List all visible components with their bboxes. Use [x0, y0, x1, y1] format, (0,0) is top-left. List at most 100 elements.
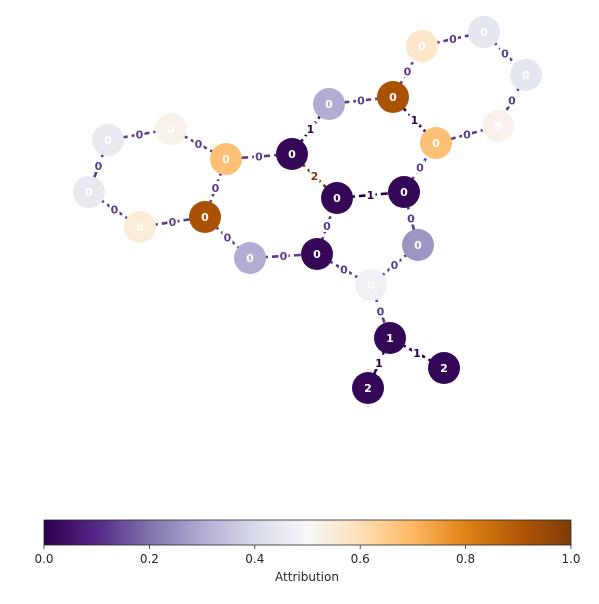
edge-label-background — [507, 93, 517, 107]
edge-label-background — [309, 169, 320, 182]
graph-node — [352, 372, 384, 404]
colorbar-tick-label: 1.0 — [561, 552, 580, 566]
node-label: 0 — [246, 252, 254, 265]
edge-label-background — [305, 122, 316, 135]
edge-label: 0 — [224, 232, 232, 245]
node-label: 0 — [288, 148, 296, 161]
node-label: 0 — [494, 120, 502, 133]
colorbar-axis-label: Attribution — [275, 570, 339, 584]
colorbar-tick-label: 0.6 — [351, 552, 370, 566]
node-label: 0 — [325, 98, 333, 111]
edge-label: 0 — [463, 129, 471, 142]
node-label: 0 — [480, 26, 488, 39]
edge-label-background — [412, 346, 422, 359]
graph-node — [124, 211, 156, 243]
colorbar-ticks: 0.0 0.2 0.4 0.6 0.8 1.0 — [34, 545, 581, 566]
graph-node — [374, 322, 406, 354]
node-label: 0 — [104, 134, 112, 147]
edge-label-background — [462, 127, 472, 141]
edge-label: 0 — [501, 48, 509, 61]
edge-label-background — [356, 93, 366, 107]
node-label: 0 — [367, 279, 375, 292]
edge-label: 1 — [367, 189, 375, 202]
edge-label-background — [448, 32, 458, 45]
colorbar-gradient — [43, 519, 572, 546]
edge-label-background — [339, 262, 349, 276]
graph-node — [402, 229, 434, 261]
edge-label: 0 — [212, 182, 220, 195]
graph-node — [92, 124, 124, 156]
graph-node — [388, 176, 420, 208]
edge-label: 0 — [508, 95, 516, 108]
edge-label: 0 — [377, 306, 385, 319]
edge-label: 0 — [407, 213, 415, 226]
edge-label-background — [93, 159, 104, 172]
node-label: 0 — [522, 69, 530, 82]
edge-label: 0 — [136, 129, 144, 142]
edge-label: 2 — [311, 170, 319, 183]
edge-label: 0 — [357, 95, 365, 108]
colorbar-tick-label: 0.4 — [245, 552, 264, 566]
node-label: 2 — [364, 382, 372, 395]
edge-label-background — [134, 127, 145, 141]
graph-edges — [87, 30, 528, 389]
edge-label: 0 — [404, 66, 412, 79]
edge-label: 0 — [255, 151, 263, 164]
graph-node — [155, 113, 187, 145]
node-label: 0 — [432, 137, 440, 150]
graph-node — [355, 269, 387, 301]
edge-label-background — [409, 113, 420, 126]
node-label: 0 — [167, 123, 175, 136]
node-label: 0 — [400, 186, 408, 199]
graph-node — [313, 88, 345, 120]
edge-label-background — [322, 219, 332, 232]
node-label: 0 — [313, 248, 321, 261]
edge-label: 0 — [340, 264, 348, 277]
edge-label-background — [109, 202, 120, 216]
graph-node — [510, 59, 542, 91]
edge-label-background — [375, 304, 386, 318]
edge-label-background — [415, 160, 425, 174]
edge-label-background — [500, 46, 510, 60]
graph-node — [482, 110, 514, 142]
edge-label: 0 — [323, 220, 331, 233]
node-label: 0 — [201, 211, 209, 224]
edge-label: 0 — [449, 33, 457, 46]
node-label: 2 — [440, 362, 448, 375]
graph-node — [406, 30, 438, 62]
graph-node — [321, 182, 353, 214]
edge-label-background — [389, 258, 400, 271]
edge-label-background — [193, 137, 204, 150]
edge-label: 0 — [391, 259, 399, 272]
node-label: 0 — [222, 153, 230, 166]
edge-label-background — [222, 230, 233, 244]
edge-label-background — [374, 356, 384, 369]
node-label: 0 — [333, 192, 341, 205]
node-label: 0 — [136, 221, 144, 234]
edge-label: 0 — [169, 216, 177, 229]
graph-node — [234, 242, 266, 274]
edge-label: 0 — [280, 250, 288, 263]
node-label: 0 — [85, 186, 93, 199]
edge-label-background — [406, 211, 416, 225]
graph-node — [377, 81, 409, 113]
edge-label-background — [167, 215, 178, 228]
graph-node — [210, 143, 242, 175]
edge-label: 1 — [307, 123, 315, 136]
edge-label: 1 — [375, 357, 383, 370]
graph-node — [428, 352, 460, 384]
edge-label-background — [278, 249, 289, 262]
node-label: 0 — [418, 40, 426, 53]
colorbar-tick-label: 0.2 — [140, 552, 159, 566]
edge-label-background — [254, 149, 264, 163]
node-label: 0 — [414, 239, 422, 252]
graph-node — [301, 238, 333, 270]
edge-label-background — [210, 181, 221, 194]
graph-node — [189, 201, 221, 233]
edge-label: 1 — [411, 114, 419, 127]
edge-label-background — [402, 64, 413, 78]
colorbar: 0.0 0.2 0.4 0.6 0.8 1.0 Attribution — [34, 519, 581, 584]
